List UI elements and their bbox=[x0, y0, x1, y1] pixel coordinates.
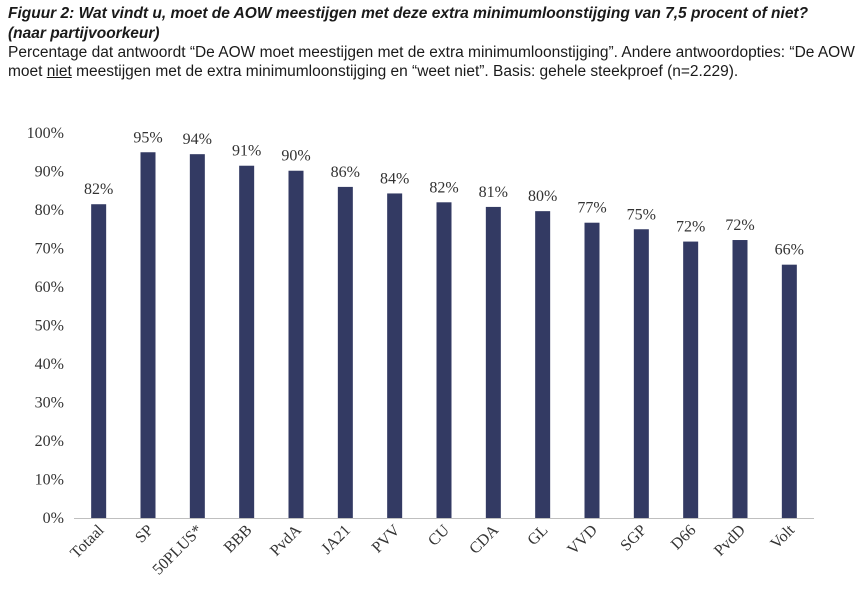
description-part2: meestijgen met de extra minimumloonstijg… bbox=[71, 62, 739, 80]
bar bbox=[91, 204, 107, 518]
x-tick-label: SGP bbox=[617, 522, 650, 555]
bar bbox=[732, 240, 748, 518]
data-label: 86% bbox=[331, 164, 360, 181]
x-tick-label: 50PLUS* bbox=[150, 522, 207, 579]
y-axis-tick-labels: 0% 10% 20% 30% 40% 50% 60% 70% 80% 90% 100% bbox=[27, 125, 64, 527]
bar bbox=[584, 222, 600, 518]
data-label: 84% bbox=[380, 170, 409, 187]
bar bbox=[633, 229, 649, 518]
data-label: 77% bbox=[577, 200, 606, 217]
description-part1: Percentage dat antwoordt “De AOW moet me… bbox=[8, 44, 855, 80]
x-tick-label: PVV bbox=[369, 521, 404, 556]
data-label: 82% bbox=[429, 179, 458, 196]
data-label: 81% bbox=[479, 184, 508, 201]
bar bbox=[683, 241, 699, 518]
chart-title-line2: (naar partijvoorkeur) bbox=[8, 25, 160, 42]
bar bbox=[239, 165, 255, 518]
bars bbox=[91, 152, 797, 519]
bar bbox=[189, 154, 205, 519]
y-tick-label: 20% bbox=[35, 433, 64, 450]
data-label: 72% bbox=[676, 219, 705, 236]
y-tick-label: 0% bbox=[43, 510, 64, 527]
y-tick-label: 70% bbox=[35, 241, 64, 258]
bar bbox=[485, 206, 501, 519]
x-tick-label: CU bbox=[425, 521, 453, 549]
bar bbox=[781, 264, 797, 518]
x-tick-label: JA21 bbox=[318, 522, 354, 558]
chart-title-line1: Figuur 2: Wat vindt u, moet de AOW meest… bbox=[8, 5, 809, 22]
x-tick-label: Totaal bbox=[67, 521, 108, 562]
chart-header: Figuur 2: Wat vindt u, moet de AOW meest… bbox=[8, 4, 858, 81]
data-label: 66% bbox=[775, 242, 804, 259]
data-label: 94% bbox=[183, 131, 212, 148]
x-tick-label: VVD bbox=[564, 522, 601, 559]
x-tick-label: D66 bbox=[668, 522, 700, 554]
data-label: 95% bbox=[133, 129, 162, 146]
y-tick-label: 50% bbox=[35, 318, 64, 335]
data-label: 91% bbox=[232, 143, 261, 160]
data-label: 72% bbox=[725, 217, 754, 234]
data-label: 80% bbox=[528, 188, 557, 205]
y-tick-label: 10% bbox=[35, 472, 64, 489]
x-tick-label: PvdD bbox=[711, 522, 749, 560]
data-labels: 82% 95% 94% 91% 90% 86% 84% 82% 81% 80% 77% 75% 72% 7… bbox=[84, 129, 804, 258]
bar bbox=[288, 170, 304, 519]
bar bbox=[535, 211, 551, 518]
data-label: 82% bbox=[84, 181, 113, 198]
x-tick-label: Volt bbox=[767, 521, 798, 552]
x-tick-label: GL bbox=[524, 522, 551, 549]
description-underlined: niet bbox=[46, 62, 72, 80]
y-tick-label: 100% bbox=[27, 125, 64, 142]
x-tick-label: CDA bbox=[466, 521, 502, 557]
y-tick-label: 40% bbox=[35, 356, 64, 373]
bar bbox=[387, 193, 403, 518]
x-tick-label: BBB bbox=[221, 522, 256, 557]
data-label: 90% bbox=[281, 148, 310, 165]
y-tick-label: 60% bbox=[35, 279, 64, 296]
bar bbox=[140, 152, 156, 518]
chart-description: Percentage dat antwoordt “De AOW moet me… bbox=[8, 44, 858, 81]
chart-title: Figuur 2: Wat vindt u, moet de AOW meest… bbox=[8, 4, 858, 44]
data-label: 75% bbox=[627, 206, 656, 223]
y-tick-label: 30% bbox=[35, 395, 64, 412]
bar bbox=[436, 202, 452, 519]
x-tick-label: PvdA bbox=[267, 521, 305, 559]
x-tick-label: SP bbox=[132, 522, 157, 547]
bar bbox=[337, 186, 353, 518]
y-tick-label: 90% bbox=[35, 164, 64, 181]
y-tick-label: 80% bbox=[35, 202, 64, 219]
